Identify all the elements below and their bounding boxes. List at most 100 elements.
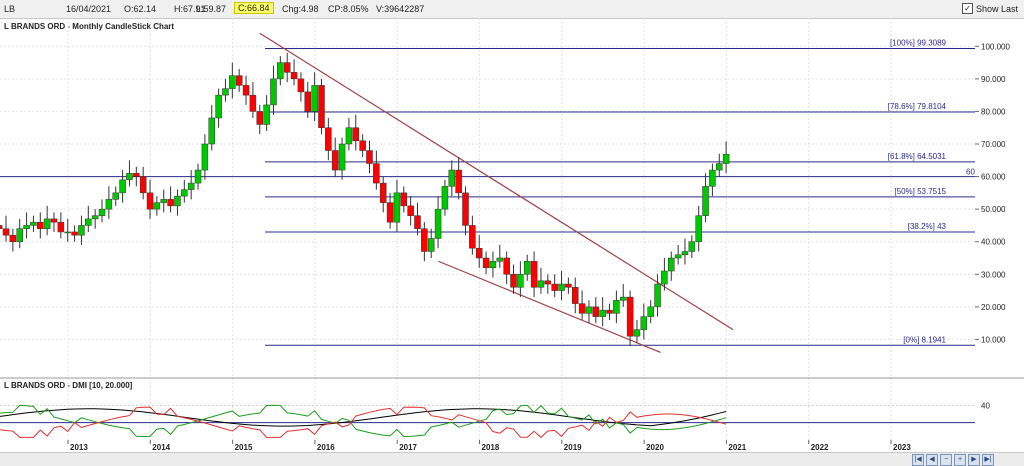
candle-body (146, 192, 154, 210)
candle-body (249, 94, 257, 112)
y-tick-label: 80.000 (981, 107, 1006, 116)
show-last-checkbox[interactable]: ✓ (961, 3, 973, 14)
candle-body (331, 150, 339, 171)
candle-body (23, 225, 30, 229)
candle-body (386, 202, 394, 223)
y-tick-label: 30.000 (981, 270, 1006, 279)
candle-body (592, 306, 600, 317)
change-label: Chg:4.98 (282, 4, 319, 14)
fib-label: [61.8%] 64.5031 (888, 152, 947, 161)
price-axis: 10.000 20.000 30.000 40.000 50.000 60.000 70.0… (975, 42, 1010, 344)
candle-body (208, 117, 216, 145)
candle-body (304, 91, 312, 112)
candle-body (510, 274, 517, 288)
candle-body (297, 78, 305, 93)
scroll-right-icon[interactable]: ▶ (968, 454, 980, 466)
main-chart-title: L BRANDS ORD - Monthly CandleStick Chart (4, 22, 175, 31)
candle-body (565, 283, 572, 288)
low-label: L:59.87 (196, 4, 227, 14)
scroll-left-icon[interactable]: ◀ (926, 454, 938, 466)
candle-body (174, 195, 181, 207)
y-tick-label: 70.000 (981, 140, 1006, 149)
candle-body (160, 199, 167, 203)
candle-body (647, 306, 654, 317)
candle-body (277, 62, 284, 80)
show-last-label: Show Last (975, 3, 1018, 14)
candle-body (571, 287, 579, 304)
dmi-axis-label: 40 (981, 401, 990, 410)
candle-body (37, 221, 44, 229)
fib-label: [50%] 53.7515 (894, 187, 946, 196)
candle-body (551, 283, 558, 291)
candle-body (475, 247, 483, 259)
candle-body (414, 215, 421, 229)
zoom-in-icon[interactable]: + (954, 454, 966, 466)
candle-body (695, 215, 702, 242)
candle-body (379, 182, 387, 203)
candle-body (2, 228, 10, 236)
candle-body (338, 143, 346, 171)
candle-body (85, 218, 92, 226)
x-tick-label: 2020 (646, 443, 664, 452)
candle-body (201, 143, 209, 171)
candle-body (153, 202, 161, 210)
chart-grid (0, 18, 975, 440)
candle-body (311, 85, 318, 112)
dmi-series-adx (0, 408, 727, 427)
dmi-indicator: 40 (0, 401, 990, 439)
candle-body (345, 127, 353, 145)
candle-body (400, 192, 408, 207)
scroll-start-icon[interactable]: |◀ (912, 454, 924, 466)
trend-lines (259, 32, 734, 354)
symbol-label: LB (4, 4, 16, 14)
trend-line-lower (438, 260, 661, 354)
show-last-toggle[interactable]: ✓ Show Last (961, 3, 1018, 14)
candle-body (661, 270, 668, 285)
candle-body (517, 274, 524, 288)
candle-body (674, 254, 682, 259)
candle-body (537, 280, 545, 288)
level-60-label: 60 (966, 168, 975, 177)
candle-body (91, 215, 99, 220)
dmi-series-minusdi (0, 406, 727, 439)
change-pct-label: CP:8.05% (328, 4, 369, 14)
candle-body (222, 88, 229, 96)
x-tick-label: 2023 (893, 443, 911, 452)
y-tick-label: 90.000 (981, 75, 1006, 84)
candle-body (187, 182, 195, 190)
candle-body (194, 169, 202, 184)
x-tick-label: 2017 (399, 443, 417, 452)
candlestick-chart[interactable]: [100%] 99.3089 [78.6%] 79.8104 [61.8%] 64.… (0, 0, 1024, 452)
candle-body (112, 192, 119, 200)
x-tick-label: 2021 (728, 443, 746, 452)
candle-body (78, 225, 85, 236)
candle-body (139, 176, 147, 194)
candle-body (626, 296, 634, 337)
candle-body (633, 329, 641, 337)
candle-body (578, 303, 586, 314)
candle-body (421, 228, 428, 252)
candle-body (325, 127, 332, 151)
zoom-out-icon[interactable]: − (940, 454, 952, 466)
y-tick-label: 60.000 (981, 173, 1006, 182)
fib-label: [38.2%] 43 (908, 222, 947, 231)
scroll-end-icon[interactable]: ▶| (982, 454, 994, 466)
x-tick-label: 2018 (482, 443, 500, 452)
navigation-bar: |◀ ◀ − + ▶ ▶| (0, 452, 1024, 466)
candle-body (167, 199, 174, 207)
candle-body (688, 241, 696, 252)
candle-body (462, 192, 469, 226)
candle-body (620, 296, 627, 301)
candle-body (407, 205, 414, 216)
y-tick-label: 50.000 (981, 205, 1006, 214)
y-tick-label: 40.000 (981, 238, 1006, 247)
x-tick-label: 2015 (235, 443, 253, 452)
candle-body (57, 221, 65, 233)
candle-body (681, 251, 689, 255)
candle-body (9, 234, 17, 242)
date-label: 16/04/2021 (66, 4, 112, 14)
candle-body (119, 179, 126, 194)
candle-body (105, 199, 113, 210)
candle-body (50, 218, 58, 223)
dmi-panel-title: L BRANDS ORD - DMI [10, 20.000] (4, 381, 133, 390)
